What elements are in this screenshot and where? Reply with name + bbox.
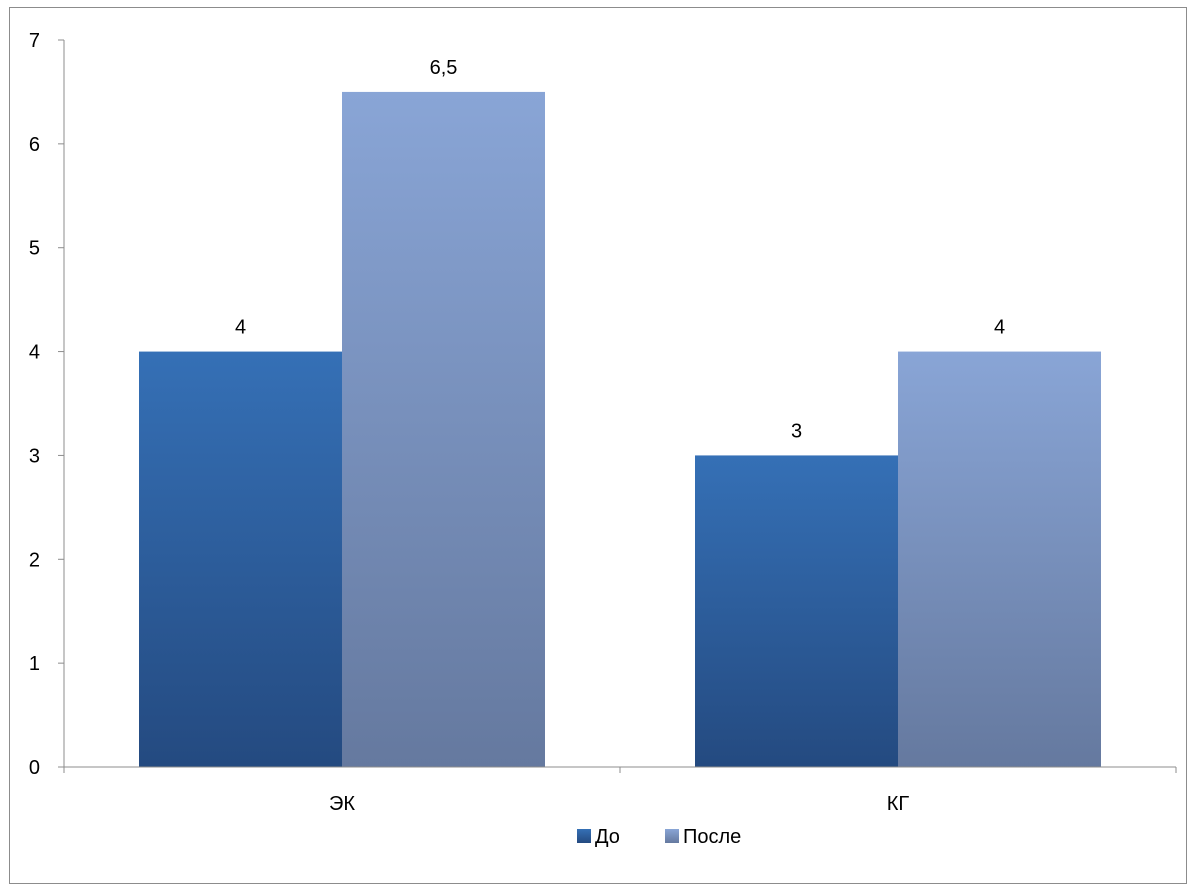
bar-posle-1 — [342, 91, 545, 767]
y-tick-label: 5 — [29, 238, 40, 260]
data-labels: 4 6,5 3 4 — [235, 57, 1005, 442]
data-label: 4 — [235, 317, 246, 339]
data-label: 6,5 — [430, 57, 458, 79]
legend-label: До — [595, 826, 620, 848]
data-label: 3 — [791, 420, 802, 442]
x-tick-label: КГ — [887, 793, 910, 815]
data-label: 4 — [994, 317, 1005, 339]
y-tick-label: 7 — [29, 30, 40, 52]
legend-swatch — [665, 829, 679, 843]
bar-do-2 — [695, 455, 898, 767]
x-tick-label: ЭК — [329, 793, 355, 815]
legend-swatch — [577, 829, 591, 843]
bars — [139, 91, 1101, 767]
x-axis: ЭК КГ — [63, 766, 1177, 815]
y-tick-label: 3 — [29, 445, 40, 467]
y-axis: 0 1 2 3 4 5 6 7 — [29, 30, 65, 779]
legend: До После — [577, 826, 741, 848]
y-tick-label: 1 — [29, 653, 40, 675]
bar-posle-2 — [898, 351, 1101, 767]
bar-do-1 — [139, 351, 342, 767]
y-tick-label: 2 — [29, 549, 40, 571]
legend-label: После — [683, 826, 741, 848]
y-tick-label: 4 — [29, 342, 40, 364]
y-tick-label: 0 — [29, 757, 40, 779]
y-tick-label: 6 — [29, 134, 40, 156]
